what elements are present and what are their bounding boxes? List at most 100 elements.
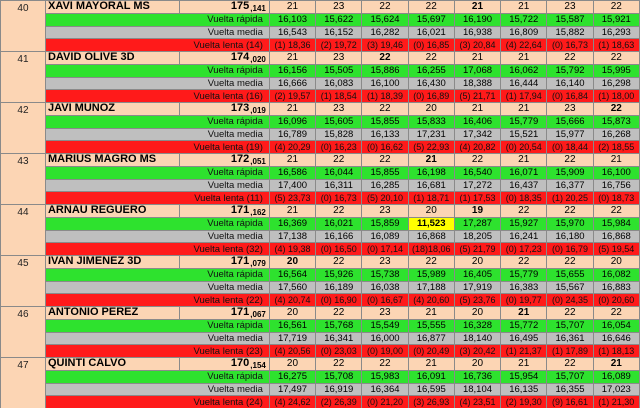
slow-lap-value: (5) 22,93 <box>407 140 455 154</box>
fast-lap-value: 15,768 <box>315 318 363 333</box>
slow-lap-value: (3) 26,93 <box>407 395 455 408</box>
lap-count: 22 <box>546 306 594 320</box>
slow-lap-value: (2) 26,39 <box>315 395 363 408</box>
fast-lap-value: 15,984 <box>592 216 640 231</box>
fast-lap-value: 16,736 <box>453 369 502 384</box>
avg-lap-value: 16,789 <box>268 127 317 142</box>
lap-count: 20 <box>592 255 640 269</box>
rider-position: 43 <box>0 153 46 205</box>
rider-name: XAVI MAYORAL MS <box>44 0 180 14</box>
fast-lap-value: 15,555 <box>407 318 455 333</box>
fast-lap-row: Vuelta rápida 16,103 15,622 15,624 15,697 16,… <box>1 12 640 27</box>
lap-count: 22 <box>500 255 548 269</box>
rider-name-row: 46 ANTONIO PEREZ 171,067 20 22 23 21 20 21 22 22 <box>0 306 640 358</box>
lap-count: 21 <box>407 153 455 167</box>
total-int: 171 <box>230 204 250 217</box>
avg-lap-value: 16,919 <box>315 382 363 397</box>
lap-count: 22 <box>546 255 594 269</box>
slow-lap-value: (0) 16,89 <box>407 89 455 103</box>
rider-position: 45 <box>0 255 46 307</box>
avg-lap-value: 16,298 <box>592 76 640 91</box>
lap-count: 21 <box>592 357 640 371</box>
lap-count: 20 <box>407 102 455 116</box>
avg-lap-row: Vuelta media 17,138 16,166 16,089 16,868 18,2… <box>1 229 640 244</box>
lap-count: 20 <box>268 255 317 269</box>
slow-lap-row: Vuelta lenta (32) (4) 19,38 (0) 16,50 (0) 1… <box>1 242 640 256</box>
slow-lap-value: (4) 20,56 <box>268 344 317 358</box>
avg-lap-value: 16,877 <box>407 331 455 346</box>
avg-lap-value: 16,285 <box>361 178 409 193</box>
fast-lap-value: 15,697 <box>407 12 455 27</box>
avg-lap-value: 18,140 <box>453 331 502 346</box>
lap-count: 19 <box>453 204 502 218</box>
slow-lap-value: (1) 21,30 <box>592 395 640 408</box>
fast-lap-row: Vuelta rápida 16,156 15,505 15,886 16,255 17,… <box>1 63 640 78</box>
fast-lap-value: 15,855 <box>361 114 409 129</box>
fast-lap-value: 16,586 <box>268 165 317 180</box>
lap-count: 22 <box>546 51 594 65</box>
lap-count: 20 <box>453 357 502 371</box>
avg-lap-value: 16,311 <box>315 178 363 193</box>
avg-lap-row: Vuelta media 16,543 16,152 16,282 16,021 16,9… <box>1 25 640 40</box>
avg-lap-label: Vuelta media <box>44 331 270 346</box>
fast-lap-value: 16,540 <box>453 165 502 180</box>
slow-lap-value: (3) 20,42 <box>453 344 502 358</box>
slow-lap-value: (1) 18,13 <box>592 344 640 358</box>
total-int: 174 <box>230 51 250 64</box>
rider-name-row: 40 XAVI MAYORAL MS 175,141 21 23 22 22 21 21 23 22 <box>0 0 640 52</box>
fast-lap-row: Vuelta rápida 16,561 15,768 15,549 15,555 16,… <box>1 318 640 333</box>
slow-lap-value: (0) 16,79 <box>546 242 594 256</box>
fast-lap-value: 16,089 <box>592 369 640 384</box>
total-decimal: ,162 <box>250 208 266 218</box>
avg-lap-value: 16,189 <box>315 280 363 295</box>
slow-lap-value: (2) 19,72 <box>315 38 363 52</box>
rider-position: 40 <box>0 0 46 52</box>
lap-count: 22 <box>546 357 594 371</box>
lap-count: 22 <box>592 204 640 218</box>
total-decimal: ,154 <box>250 361 266 371</box>
fast-lap-value: 15,549 <box>361 318 409 333</box>
slow-lap-value: (5) 19,54 <box>592 242 640 256</box>
lap-count: 22 <box>546 204 594 218</box>
fast-lap-value: 15,622 <box>315 12 363 27</box>
fast-lap-value: 16,405 <box>453 267 502 282</box>
fast-lap-value: 15,505 <box>315 63 363 78</box>
avg-lap-value: 16,140 <box>546 76 594 91</box>
avg-lap-value: 16,809 <box>500 25 548 40</box>
slow-lap-value: (1) 21,37 <box>500 344 548 358</box>
avg-lap-row: Vuelta media 16,789 15,828 16,133 17,231 17,3… <box>1 127 640 142</box>
avg-lap-value: 15,521 <box>500 127 548 142</box>
fast-lap-value: 15,989 <box>407 267 455 282</box>
fast-lap-value: 15,722 <box>500 12 548 27</box>
slow-lap-value: (4) 19,38 <box>268 242 317 256</box>
rider-position: 42 <box>0 102 46 154</box>
avg-lap-value: 16,646 <box>592 331 640 346</box>
slow-lap-label: Vuelta lenta (24) <box>44 395 270 408</box>
slow-lap-value: (18)18,06 <box>407 242 455 256</box>
lap-count: 21 <box>407 357 455 371</box>
rider-name-row: 45 IVAN JIMENEZ 3D 171,079 20 22 23 22 20 22 22 20 <box>0 255 640 307</box>
slow-lap-value: (5) 21,79 <box>453 242 502 256</box>
slow-lap-value: (1) 18,39 <box>361 89 409 103</box>
fast-lap-value: 16,021 <box>315 216 363 231</box>
lap-count: 22 <box>361 153 409 167</box>
avg-lap-value: 16,938 <box>453 25 502 40</box>
fast-lap-value: 16,198 <box>407 165 455 180</box>
lap-count: 21 <box>268 51 317 65</box>
rider-name: QUINTI CALVO <box>44 357 180 371</box>
slow-lap-value: (3) 19,46 <box>361 38 409 52</box>
avg-lap-value: 16,495 <box>500 331 548 346</box>
avg-lap-label: Vuelta media <box>44 127 270 142</box>
avg-lap-value: 17,023 <box>592 382 640 397</box>
total-int: 173 <box>230 102 250 115</box>
fast-lap-value: 16,096 <box>268 114 317 129</box>
fast-lap-value: 15,983 <box>361 369 409 384</box>
avg-lap-value: 16,135 <box>500 382 548 397</box>
avg-lap-label: Vuelta media <box>44 280 270 295</box>
avg-lap-row: Vuelta media 17,719 16,341 16,000 16,877 18,1… <box>1 331 640 346</box>
fast-lap-value: 15,954 <box>500 369 548 384</box>
slow-lap-row: Vuelta lenta (14) (1) 18,36 (2) 19,72 (3) 1… <box>1 38 640 52</box>
fast-lap-value: 16,054 <box>592 318 640 333</box>
avg-lap-value: 15,567 <box>546 280 594 295</box>
lap-count: 22 <box>361 357 409 371</box>
